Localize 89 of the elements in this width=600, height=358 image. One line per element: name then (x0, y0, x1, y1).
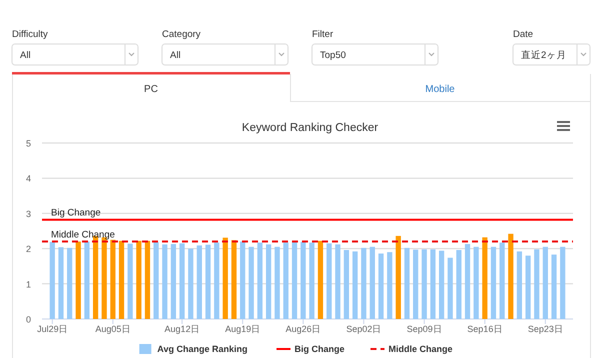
bar (500, 242, 505, 319)
ref-line-label: Big Change (51, 208, 101, 219)
legend-label: Avg Change Ranking (157, 344, 248, 354)
bar (283, 242, 288, 319)
bar (551, 254, 557, 319)
x-tick-label: Sep02日 (346, 324, 382, 334)
bar (205, 244, 211, 319)
bar (542, 246, 548, 319)
bar (422, 249, 427, 319)
bar (352, 251, 358, 319)
x-tick-label: Aug05日 (95, 324, 130, 334)
bar (231, 240, 237, 319)
bar (525, 256, 531, 319)
x-tick-label: Sep16日 (467, 324, 502, 334)
text: Big Change (294, 344, 345, 354)
bar (292, 242, 298, 319)
bar (58, 247, 64, 319)
x-tick-label: Aug12日 (164, 324, 200, 334)
chart-title: Keyword Ranking Checker (242, 122, 378, 134)
bar (136, 240, 142, 319)
ref-line-label: Middle Change (51, 230, 115, 241)
x-tick-label: Sep09日 (406, 324, 442, 334)
bar (110, 240, 116, 319)
text: Difficulty (12, 29, 48, 40)
bar (300, 242, 306, 319)
y-tick-label: 4 (26, 174, 31, 184)
x-tick-label: Aug26日 (286, 324, 321, 334)
bar (413, 250, 418, 319)
bar (370, 246, 375, 319)
bar (438, 250, 444, 319)
y-tick-label: 1 (26, 279, 31, 290)
bar (50, 242, 55, 319)
bar (240, 242, 246, 319)
bar (474, 246, 479, 319)
y-tick-label: 3 (26, 208, 31, 219)
bar (404, 248, 410, 319)
y-tick-label: 2 (26, 244, 31, 254)
bar (396, 236, 401, 319)
bar (309, 242, 314, 319)
bar (257, 242, 263, 319)
bar (162, 244, 168, 319)
bar (179, 243, 185, 319)
text: PC (144, 84, 158, 95)
x-tick-label: Jul29日 (37, 324, 68, 334)
bar (490, 246, 496, 319)
bar (430, 249, 436, 319)
bar (222, 238, 228, 319)
bar (508, 234, 514, 319)
bar (76, 242, 81, 319)
bar (387, 252, 392, 319)
bar (318, 240, 324, 319)
bar (344, 250, 350, 319)
bar (378, 254, 384, 319)
text: Top50 (320, 50, 346, 61)
bar (361, 248, 366, 319)
text: Date (513, 29, 534, 40)
x-tick-label: Sep23日 (528, 324, 563, 334)
bar (196, 245, 202, 319)
bar (144, 240, 150, 319)
y-tick-label: 0 (26, 314, 31, 324)
bar (326, 243, 332, 319)
text: Mobile (425, 84, 456, 95)
bar (464, 244, 470, 319)
bar (118, 240, 124, 319)
bar (214, 242, 220, 319)
bar (274, 246, 280, 319)
text: 直近2ヶ月 (521, 49, 566, 61)
bar (84, 242, 90, 319)
bar (560, 246, 566, 319)
bar (516, 251, 522, 319)
text: All (170, 50, 181, 61)
bar (128, 244, 133, 319)
bar (248, 246, 254, 319)
text: All (20, 50, 31, 61)
bar (448, 258, 453, 319)
text: Category (162, 29, 201, 40)
bar (335, 244, 340, 319)
bar (188, 248, 194, 319)
y-tick-label: 5 (26, 138, 31, 148)
bar (534, 249, 540, 319)
x-tick-label: Aug19日 (225, 324, 260, 334)
text: Middle Change (388, 344, 453, 354)
bar (154, 242, 159, 319)
bar (266, 244, 272, 319)
bar (67, 248, 72, 319)
bar (456, 250, 462, 319)
text: Filter (312, 29, 334, 40)
bar (170, 244, 176, 319)
bar (482, 237, 488, 319)
